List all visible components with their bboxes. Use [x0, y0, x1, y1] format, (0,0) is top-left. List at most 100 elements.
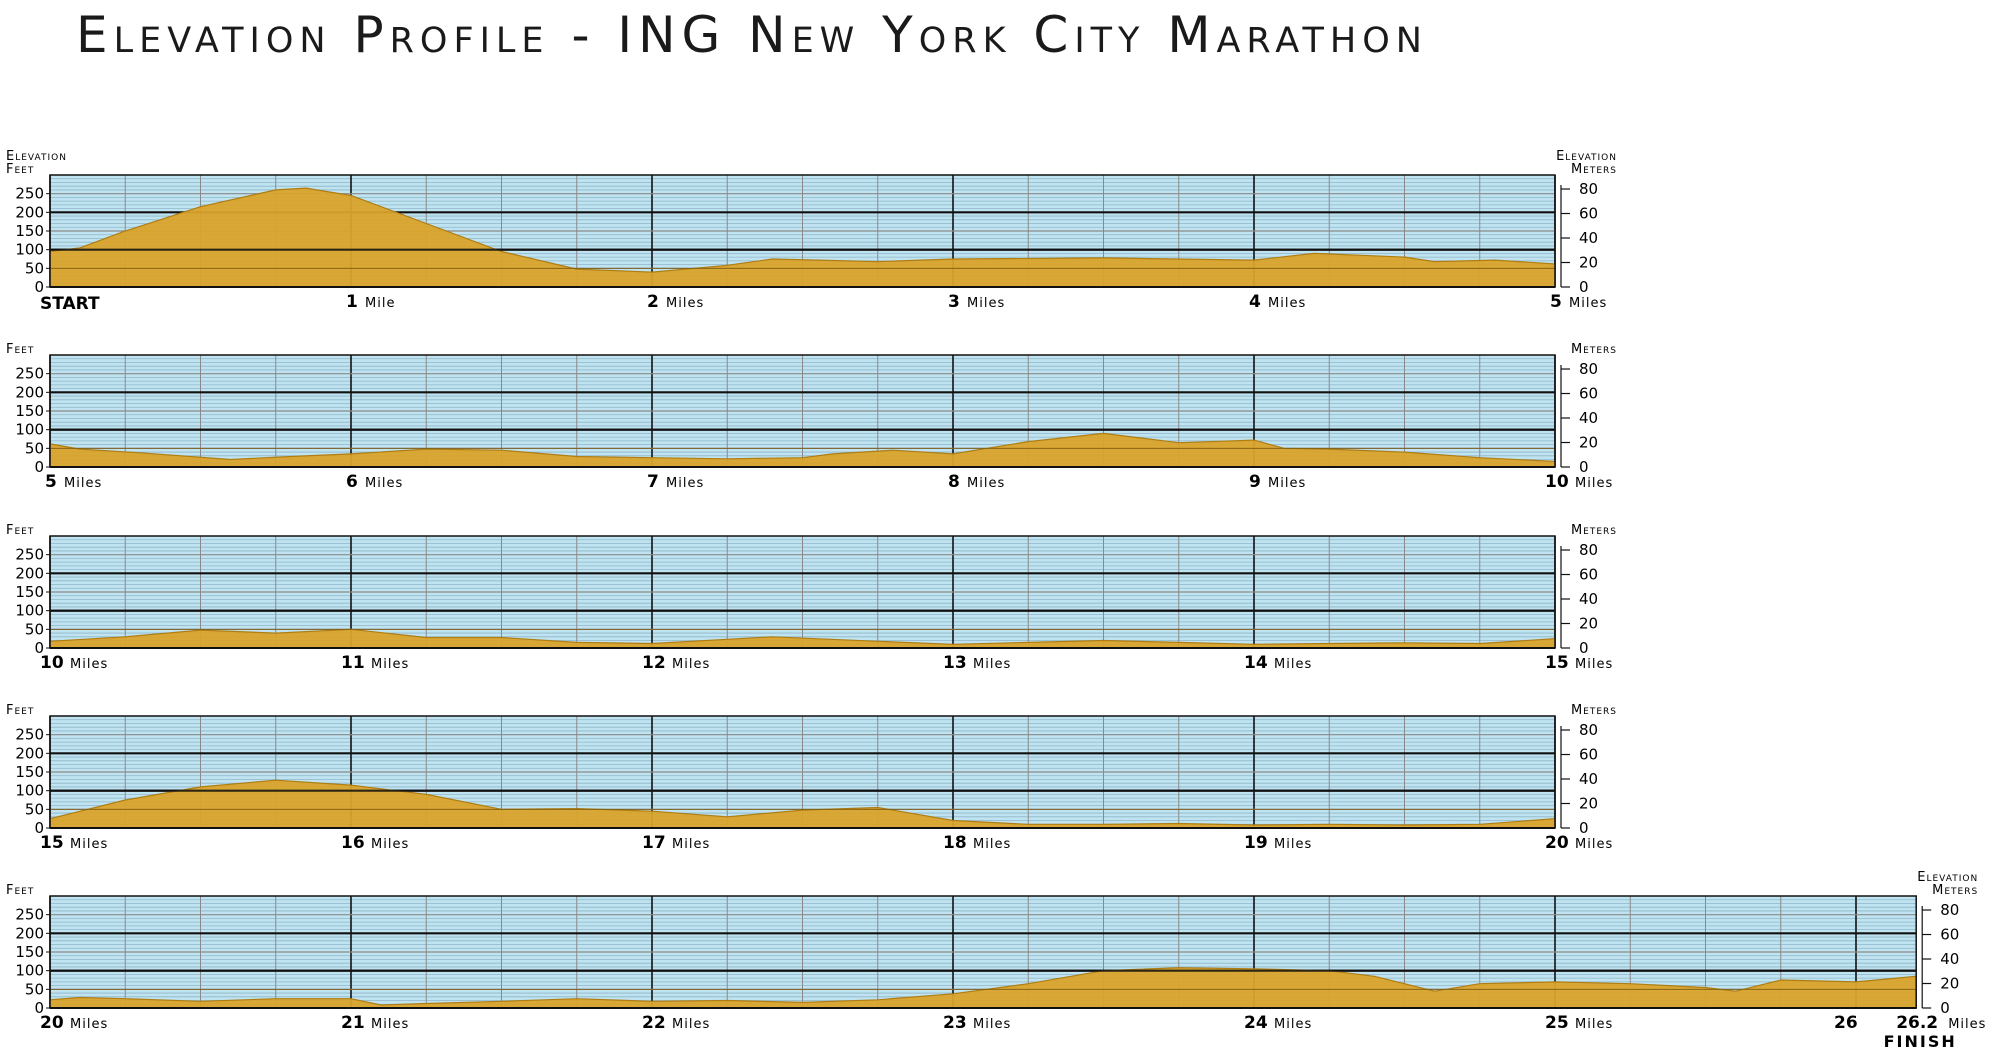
mile-tick-number: 14 — [1244, 653, 1268, 673]
mile-tick-number: 4 — [1249, 292, 1261, 312]
mile-tick-number: 20 — [40, 1013, 64, 1033]
elevation-area — [49, 628, 1556, 649]
left-axis-unit: Feet — [6, 342, 34, 357]
feet-tick-label: 0 — [34, 819, 44, 837]
mile-tick-word: Miles — [371, 657, 409, 672]
left-axis-unit: Feet — [6, 162, 34, 177]
mile-tick-number: 10 — [40, 653, 64, 673]
feet-tick-label: 150 — [15, 402, 44, 420]
mile-tick-word: Mile — [365, 296, 395, 311]
meters-tick-label: 20 — [1940, 975, 1959, 993]
start-label: START — [40, 294, 100, 314]
meters-tick-label: 60 — [1940, 926, 1959, 944]
mile-tick-word: Miles — [1575, 837, 1613, 852]
meters-tick-label: 40 — [1940, 950, 1959, 968]
right-axis-title: Elevation — [1917, 870, 1978, 885]
feet-tick-label: 0 — [34, 639, 44, 657]
meters-tick-label: 60 — [1579, 746, 1598, 764]
mile-tick-number: 15 — [40, 833, 64, 853]
feet-tick-label: 200 — [15, 924, 44, 942]
mile-tick-word: Miles — [1575, 657, 1613, 672]
finish-label: FINISH — [1884, 1032, 1957, 1051]
mile-tick-number: 18 — [943, 833, 967, 853]
feet-tick-label: 250 — [15, 185, 44, 203]
meters-tick-label: 60 — [1579, 205, 1598, 223]
mile-tick-number: 6 — [346, 472, 358, 492]
mile-tick-number: 5 — [45, 472, 57, 492]
meters-tick-label: 0 — [1579, 278, 1589, 296]
mile-tick-word: Miles — [1569, 296, 1607, 311]
meters-tick-label: 80 — [1579, 360, 1598, 378]
meters-tick-label: 20 — [1579, 795, 1598, 813]
elevation-area — [49, 187, 1556, 288]
mile-tick-number: 19 — [1244, 833, 1268, 853]
page-title: Elevation Profile - ING New York City Ma… — [76, 6, 1428, 64]
meters-tick-label: 80 — [1940, 901, 1959, 919]
mile-tick-number: 13 — [943, 653, 967, 673]
feet-tick-label: 50 — [25, 439, 44, 457]
meters-tick-label: 40 — [1579, 590, 1598, 608]
elevation-area — [49, 432, 1556, 468]
right-axis-unit: Meters — [1571, 342, 1617, 357]
mile-tick-number: 8 — [948, 472, 960, 492]
mile-tick-number: 26.2 — [1896, 1013, 1938, 1033]
feet-tick-label: 250 — [15, 726, 44, 744]
feet-tick-label: 0 — [34, 999, 44, 1017]
feet-tick-label: 0 — [34, 278, 44, 296]
feet-tick-label: 0 — [34, 458, 44, 476]
meters-tick-label: 40 — [1579, 229, 1598, 247]
mile-tick-word: Miles — [967, 296, 1005, 311]
left-axis-unit: Feet — [6, 523, 34, 538]
mile-tick-word: Miles — [973, 657, 1011, 672]
feet-tick-label: 50 — [25, 980, 44, 998]
mile-tick-word: Miles — [70, 657, 108, 672]
mile-tick-word: Miles — [672, 837, 710, 852]
feet-tick-label: 150 — [15, 943, 44, 961]
left-axis-title: Elevation — [6, 149, 67, 164]
feet-tick-label: 50 — [25, 800, 44, 818]
meters-tick-label: 0 — [1579, 819, 1589, 837]
mile-tick-number: 20 — [1545, 833, 1569, 853]
mile-tick-word: Miles — [967, 476, 1005, 491]
mile-tick-word: Miles — [666, 296, 704, 311]
feet-tick-label: 50 — [25, 259, 44, 277]
mile-tick-number: 12 — [642, 653, 666, 673]
feet-tick-label: 250 — [15, 365, 44, 383]
meters-tick-label: 80 — [1579, 180, 1598, 198]
meters-tick-label: 0 — [1940, 999, 1950, 1017]
left-axis-unit: Feet — [6, 883, 34, 898]
mile-tick-word: Miles — [365, 476, 403, 491]
mile-tick-word: Miles — [973, 1017, 1011, 1032]
meters-tick-label: 80 — [1579, 721, 1598, 739]
mile-tick-number: 11 — [341, 653, 365, 673]
mile-tick-number: 3 — [948, 292, 960, 312]
mile-tick-number: 10 — [1545, 472, 1569, 492]
meters-tick-label: 20 — [1579, 615, 1598, 633]
meters-tick-label: 60 — [1579, 385, 1598, 403]
right-axis-unit: Meters — [1571, 703, 1617, 718]
feet-tick-label: 150 — [15, 763, 44, 781]
meters-tick-label: 40 — [1579, 409, 1598, 427]
feet-tick-label: 100 — [15, 421, 44, 439]
elevation-area — [49, 779, 1556, 829]
mile-tick-word: Miles — [1274, 837, 1312, 852]
feet-tick-label: 100 — [15, 782, 44, 800]
mile-tick-word: Miles — [70, 1017, 108, 1032]
meters-tick-label: 0 — [1579, 639, 1589, 657]
feet-tick-label: 250 — [15, 906, 44, 924]
mile-tick-word: Miles — [1948, 1017, 1986, 1032]
mile-tick-number: 7 — [647, 472, 659, 492]
mile-tick-word: Miles — [973, 837, 1011, 852]
feet-tick-label: 200 — [15, 383, 44, 401]
mile-tick-number: 16 — [341, 833, 365, 853]
mile-tick-word: Miles — [1274, 657, 1312, 672]
feet-tick-label: 150 — [15, 222, 44, 240]
mile-tick-number: 1 — [346, 292, 358, 312]
meters-tick-label: 40 — [1579, 770, 1598, 788]
mile-tick-number: 22 — [642, 1013, 666, 1033]
right-axis-unit: Meters — [1571, 162, 1617, 177]
meters-tick-label: 0 — [1579, 458, 1589, 476]
